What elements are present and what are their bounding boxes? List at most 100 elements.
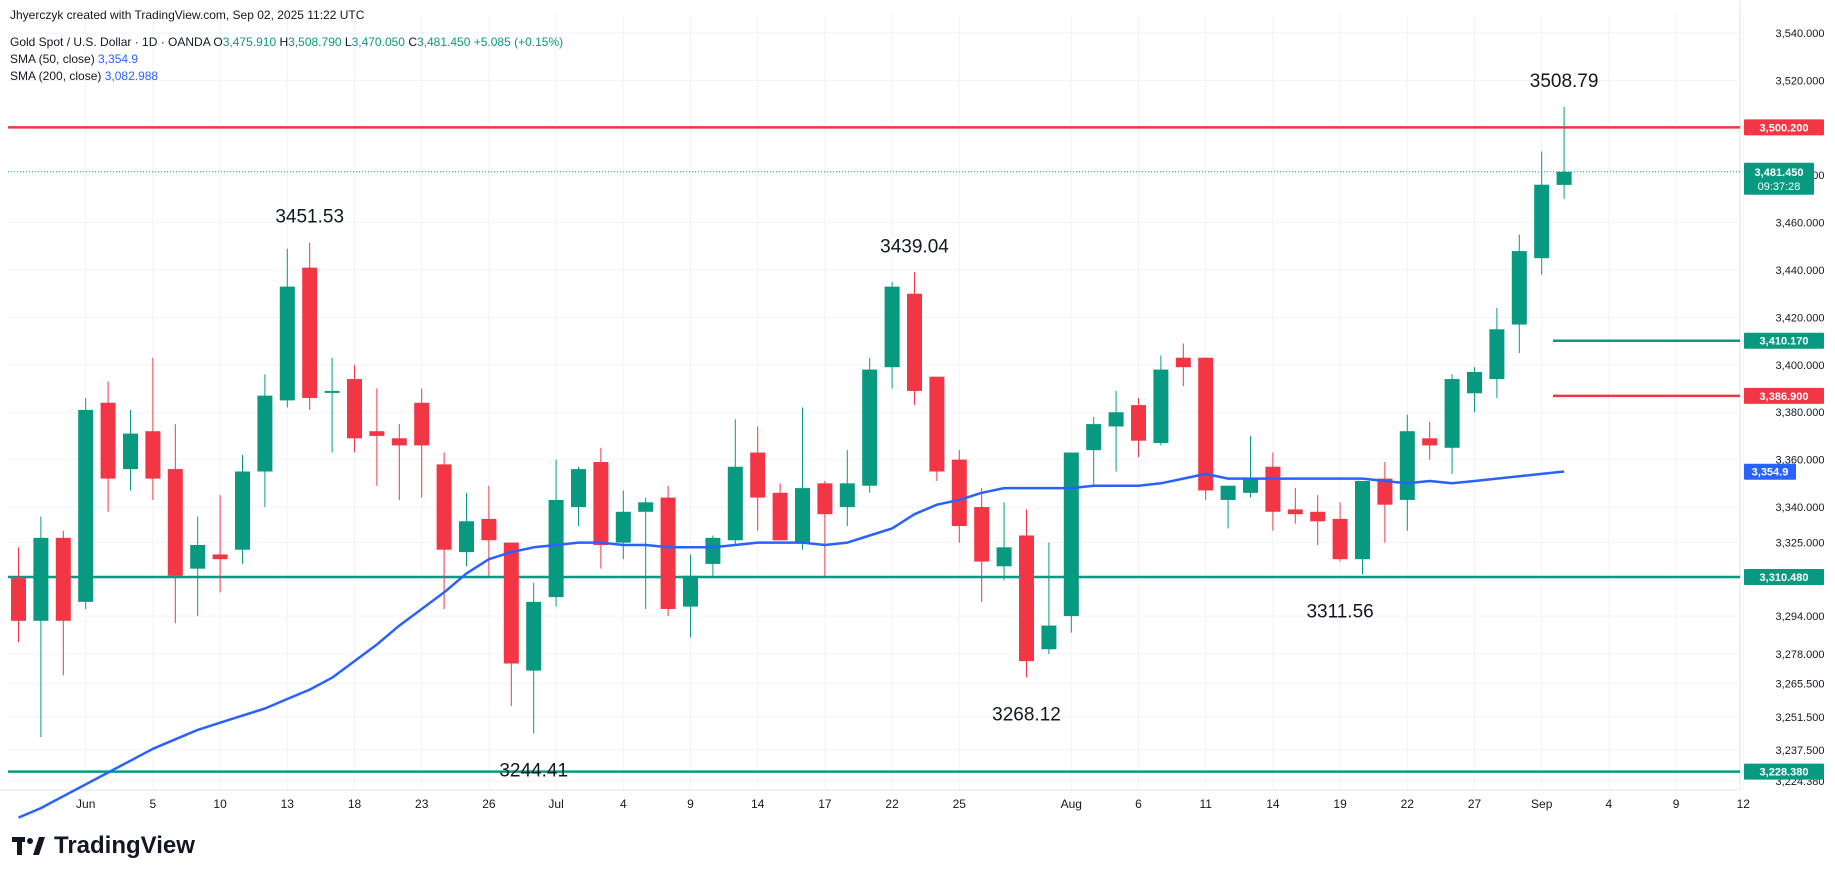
candle-body <box>1086 424 1102 451</box>
candle-body <box>11 578 26 621</box>
symbol-name[interactable]: Gold Spot / U.S. Dollar · 1D · OANDA <box>10 35 211 49</box>
level-price-label: 3,310.480 <box>1760 572 1809 584</box>
candle <box>1489 307 1505 399</box>
candle <box>167 424 183 624</box>
candle-body <box>660 497 676 609</box>
candle <box>1332 502 1348 562</box>
candle-body <box>436 464 452 550</box>
candle <box>459 492 474 567</box>
candle <box>1243 435 1258 498</box>
candle <box>1287 488 1303 524</box>
candle-body <box>302 267 318 399</box>
candle <box>727 419 743 545</box>
candle <box>324 357 340 453</box>
price-annotation: 3244.41 <box>499 761 568 782</box>
candle <box>1310 495 1326 545</box>
price-annotation: 3311.56 <box>1306 601 1373 622</box>
candle-body <box>548 499 564 598</box>
candle <box>190 516 206 617</box>
time-axis[interactable]: Jun 5 10 13 18 23 26 Jul 4 9 14 17 22 25 Aug 6 11 14 19 22 2… <box>76 797 1750 811</box>
candle-body <box>100 402 116 479</box>
level-price-label: 3,386.900 <box>1760 391 1809 403</box>
ohlc-close-value: 3,481.450 <box>416 35 471 49</box>
candle <box>1422 421 1438 460</box>
sma200-legend[interactable]: SMA (200, close) 3,082.988 <box>10 69 158 83</box>
x-tick-label: 13 <box>281 797 295 811</box>
sma200-label: SMA (200, close) <box>10 69 102 83</box>
x-tick-label: 17 <box>818 797 832 811</box>
candle-body <box>1422 438 1438 446</box>
level-price-label: 3,500.200 <box>1760 122 1809 134</box>
candle-body <box>571 469 586 508</box>
candle <box>548 459 564 607</box>
candle <box>907 272 922 406</box>
candle-body <box>78 409 94 602</box>
candle <box>660 485 676 617</box>
candle-body <box>862 369 878 486</box>
candle-body <box>907 293 922 391</box>
candle <box>750 426 766 531</box>
y-tick-label: 3,360.000 <box>1776 455 1825 467</box>
candle <box>145 357 161 500</box>
y-tick-label: 3,325.000 <box>1776 538 1825 550</box>
candle-body <box>1287 509 1303 515</box>
x-tick-label: 14 <box>751 797 765 811</box>
candle <box>1556 106 1572 199</box>
level-price-tag <box>1744 119 1824 136</box>
sma-50-line <box>18 470 1565 819</box>
x-tick-label: 27 <box>1468 797 1482 811</box>
sma50-legend[interactable]: SMA (50, close) 3,354.9 <box>10 52 138 66</box>
price-annotation: 3439.04 <box>880 236 949 257</box>
candle-body <box>1556 171 1572 185</box>
y-tick-label: 3,278.000 <box>1776 649 1825 661</box>
candle <box>100 381 116 512</box>
x-tick-label: 18 <box>348 797 362 811</box>
price-axis[interactable]: 3,540.0003,520.0003,500.0003,480.0003,46… <box>1744 28 1824 788</box>
x-tick-label: 26 <box>482 797 496 811</box>
candle-body <box>1220 485 1236 500</box>
candle-body <box>929 376 945 472</box>
candle-body <box>347 379 362 439</box>
candle-body <box>974 507 990 562</box>
candle-body <box>481 518 497 541</box>
price-annotation: 3451.53 <box>275 207 344 228</box>
y-tick-label: 3,251.500 <box>1776 712 1825 724</box>
candle-body <box>1310 511 1326 522</box>
candle-body <box>459 521 474 553</box>
candle <box>1198 357 1214 500</box>
candle <box>1131 398 1146 458</box>
level-price-tag <box>1744 387 1824 404</box>
candle-body <box>772 492 788 541</box>
candle-body <box>638 502 654 512</box>
x-tick-label: 22 <box>885 797 899 811</box>
candle <box>347 364 362 453</box>
candle-body <box>795 488 810 543</box>
candle <box>974 488 990 602</box>
candle <box>1467 367 1482 413</box>
candle <box>929 376 945 481</box>
candle-body <box>1534 184 1550 259</box>
candle <box>78 398 94 609</box>
candle-body <box>1355 480 1370 560</box>
candle-body <box>1377 478 1393 505</box>
tradingview-logo[interactable]: TradingView <box>12 832 195 860</box>
candle <box>1220 485 1236 529</box>
ohlc-close-label: C <box>408 35 417 49</box>
sma50-label: SMA (50, close) <box>10 52 95 66</box>
candle <box>481 485 497 576</box>
candle <box>772 483 788 541</box>
attribution-text: Jhyerczyk created with TradingView.com, … <box>10 8 365 22</box>
x-tick-label: Aug <box>1061 797 1082 811</box>
candle-body <box>1019 535 1034 662</box>
candle <box>391 424 407 500</box>
candle <box>839 450 855 527</box>
candle-body <box>55 537 71 621</box>
candle <box>571 466 586 527</box>
candle-body <box>190 544 206 569</box>
ohlc-high-value: 3,508.790 <box>288 35 342 49</box>
candle <box>414 388 430 498</box>
y-tick-label: 3,237.500 <box>1776 745 1825 757</box>
candle-body <box>1175 357 1191 368</box>
